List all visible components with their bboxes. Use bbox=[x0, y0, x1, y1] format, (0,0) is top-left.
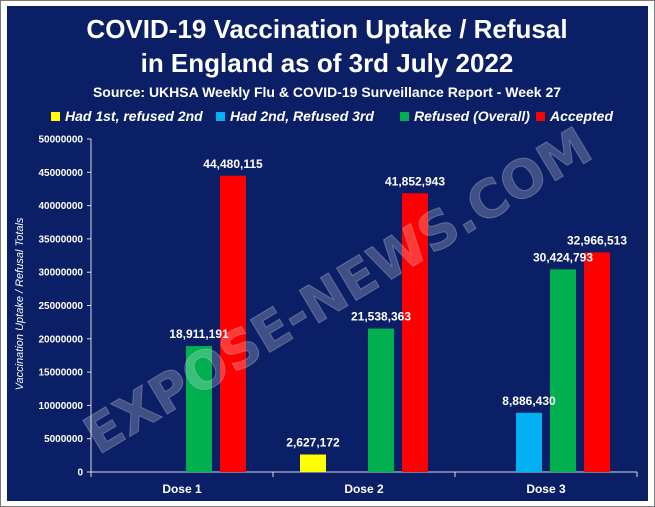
bar-chart: COVID-19 Vaccination Uptake / Refusal in… bbox=[14, 14, 638, 496]
bar-dose-2-accepted bbox=[402, 193, 428, 472]
data-label-dose-2-accepted: 41,852,943 bbox=[385, 174, 445, 188]
data-label-dose-3-had-2nd-refused-3rd: 8,886,430 bbox=[502, 394, 556, 408]
data-label-dose-1-refused-overall: 18,911,191 bbox=[169, 327, 229, 341]
data-labels: 18,911,191 44,480,115 2,627,172 21,538,363 4… bbox=[169, 157, 627, 450]
chart-subtitle: Source: UKHSA Weekly Flu & COVID-19 Surv… bbox=[93, 84, 561, 100]
chart-panel: COVID-19 Vaccination Uptake / Refusal in… bbox=[7, 6, 648, 501]
legend-label-4: Accepted bbox=[549, 108, 613, 124]
bar-dose-1-refused-overall bbox=[186, 346, 212, 472]
legend-label-2: Had 2nd, Refused 3rd bbox=[230, 108, 374, 124]
chart-title-line-2: in England as of 3rd July 2022 bbox=[141, 48, 514, 78]
chart-title-line-1: COVID-19 Vaccination Uptake / Refusal bbox=[86, 14, 567, 44]
bars bbox=[186, 175, 610, 472]
bar-dose-2-refused-overall bbox=[368, 328, 394, 472]
y-axis-label: Vaccination Uptake / Refusal Totals bbox=[14, 217, 26, 390]
data-label-dose-3-accepted: 32,966,513 bbox=[567, 233, 627, 247]
legend-swatch-2 bbox=[216, 112, 225, 121]
y-tick-label: 15000000 bbox=[39, 368, 84, 379]
legend-swatch-3 bbox=[400, 112, 409, 121]
bar-dose-2-had-1st-refused-2nd bbox=[300, 454, 326, 472]
legend-label-3: Refused (Overall) bbox=[414, 108, 530, 124]
legend-label-1: Had 1st, refused 2nd bbox=[65, 108, 203, 124]
bar-dose-3-had-2nd-refused-3rd bbox=[516, 412, 542, 472]
data-label-dose-3-refused-overall: 30,424,793 bbox=[533, 250, 593, 264]
y-tick-label: 5000000 bbox=[44, 434, 83, 445]
data-label-dose-2-refused-overall: 21,538,363 bbox=[351, 310, 411, 324]
legend-swatch-1 bbox=[51, 112, 60, 121]
x-category-label: Dose 2 bbox=[344, 482, 384, 496]
y-tick-label: 35000000 bbox=[39, 234, 84, 245]
bar-dose-1-accepted bbox=[220, 175, 246, 472]
y-tick-label: 0 bbox=[77, 468, 83, 479]
y-tick-label: 25000000 bbox=[39, 301, 84, 312]
y-tick-label: 20000000 bbox=[39, 334, 84, 345]
x-category-label: Dose 1 bbox=[162, 482, 202, 496]
data-label-dose-2-had-1st-refused-2nd: 2,627,172 bbox=[286, 436, 340, 450]
bar-dose-3-accepted bbox=[584, 252, 610, 472]
legend-swatch-4 bbox=[536, 112, 545, 121]
data-label-dose-1-accepted: 44,480,115 bbox=[203, 157, 263, 171]
chart-legend: Had 1st, refused 2nd Had 2nd, Refused 3rd… bbox=[51, 108, 613, 124]
x-category-label: Dose 3 bbox=[526, 482, 566, 496]
bar-dose-3-refused-overall bbox=[550, 269, 576, 472]
y-tick-label: 10000000 bbox=[39, 401, 84, 412]
y-tick-label: 40000000 bbox=[39, 201, 84, 212]
y-tick-label: 45000000 bbox=[39, 168, 84, 179]
y-tick-label: 30000000 bbox=[39, 268, 84, 279]
y-tick-label: 50000000 bbox=[39, 135, 84, 146]
x-axis: Dose 1 Dose 2 Dose 3 bbox=[90, 471, 638, 496]
y-axis: 0 5000000 10000000 15000000 20000000 25000000… bbox=[39, 135, 92, 479]
